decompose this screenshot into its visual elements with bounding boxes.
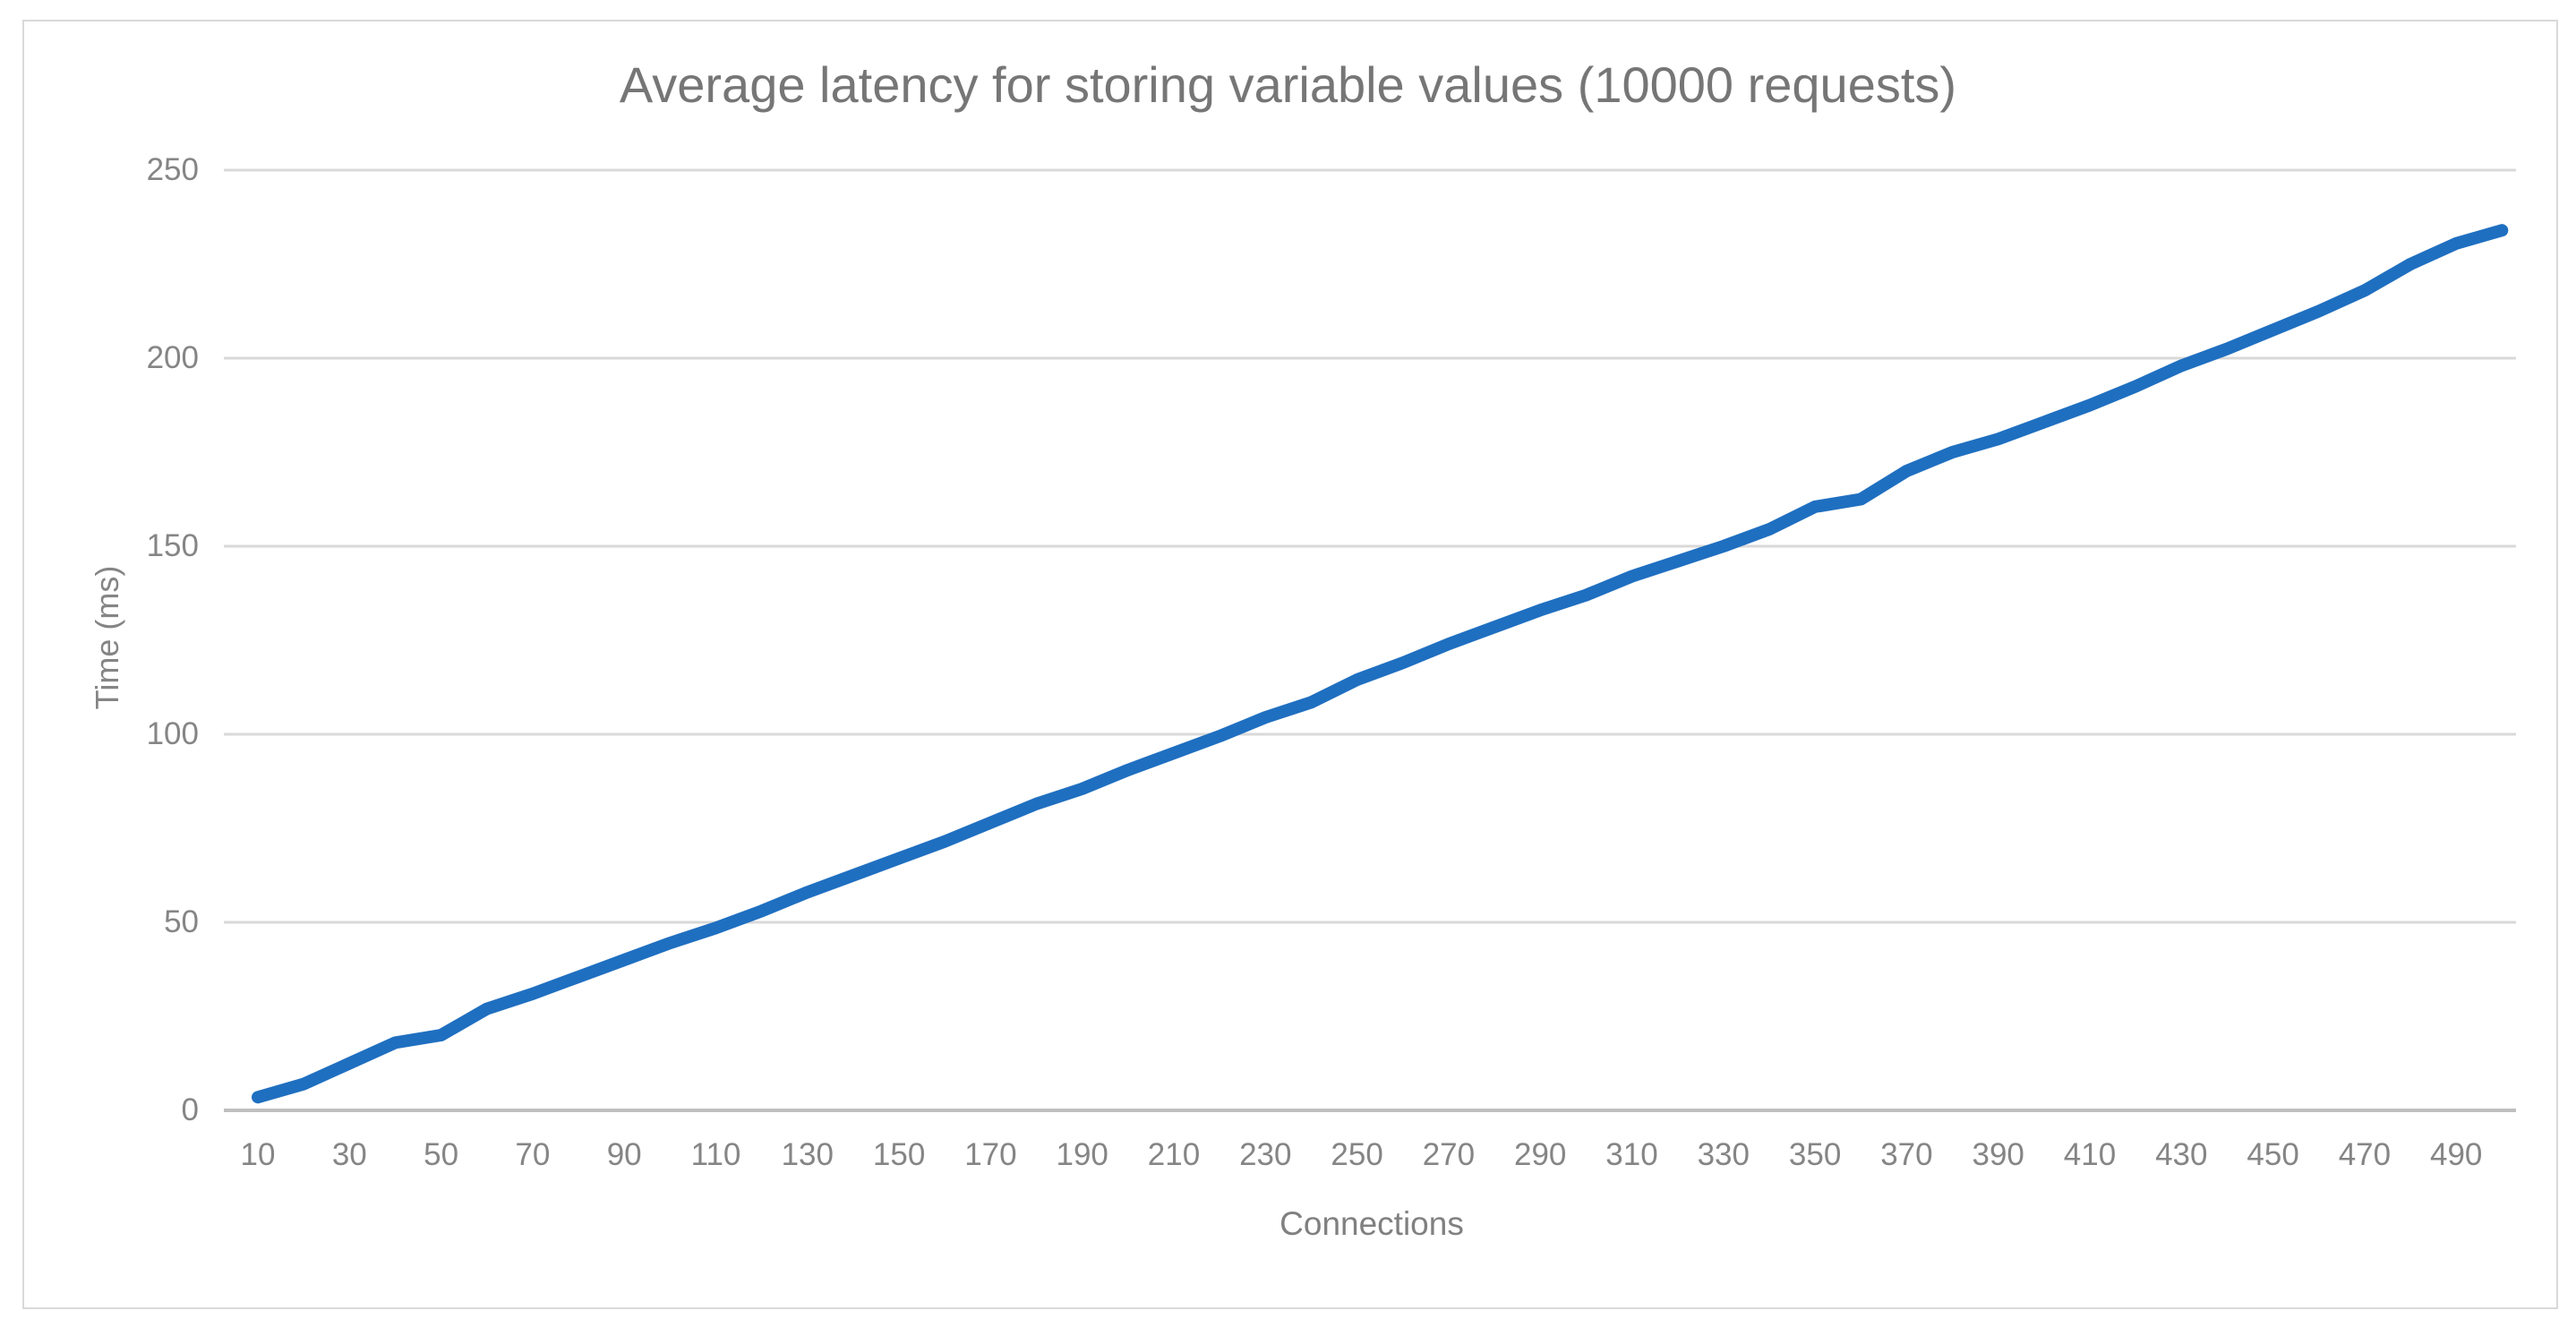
y-tick-label: 200: [146, 340, 199, 375]
chart-border-frame: [22, 20, 2558, 1309]
x-tick-label: 430: [2155, 1137, 2208, 1172]
x-tick-label: 490: [2429, 1137, 2483, 1172]
y-tick-label: 100: [146, 716, 199, 751]
x-tick-label: 10: [240, 1137, 276, 1172]
x-tick-label: 410: [2063, 1137, 2117, 1172]
x-tick-label: 330: [1697, 1137, 1750, 1172]
latency-series-line: [252, 224, 2509, 1104]
y-tick-label: 50: [164, 904, 199, 939]
x-tick-label: 150: [872, 1137, 926, 1172]
y-tick-label: 0: [181, 1092, 199, 1127]
y-tick-label: 250: [146, 152, 199, 187]
y-axis-title: Time (ms): [89, 565, 125, 710]
x-tick-label: 250: [1331, 1137, 1383, 1172]
x-tick-label: 290: [1513, 1137, 1567, 1172]
x-tick-label: 170: [964, 1137, 1017, 1172]
x-tick-label: 130: [781, 1137, 834, 1172]
x-tick-label: 230: [1239, 1137, 1292, 1172]
x-tick-label: 350: [1788, 1137, 1842, 1172]
y-tick-label: 150: [146, 528, 199, 563]
x-tick-label: 270: [1422, 1137, 1476, 1172]
x-tick-label: 310: [1605, 1137, 1658, 1172]
x-tick-label: 190: [1056, 1137, 1108, 1172]
chart-title: Average latency for storing variable val…: [619, 56, 1957, 113]
x-tick-label: 50: [424, 1137, 459, 1172]
x-axis-title: Connections: [1279, 1205, 1464, 1242]
x-tick-label: 390: [1972, 1137, 2024, 1172]
x-tick-label: 370: [1880, 1137, 1933, 1172]
x-tick-label: 90: [606, 1137, 642, 1172]
x-tick-label: 450: [2247, 1137, 2299, 1172]
x-tick-label: 70: [515, 1137, 551, 1172]
x-tick-label: 210: [1147, 1137, 1201, 1172]
x-tick-label: 110: [690, 1137, 741, 1172]
x-tick-label: 470: [2338, 1137, 2392, 1172]
x-tick-label: 30: [331, 1137, 367, 1172]
